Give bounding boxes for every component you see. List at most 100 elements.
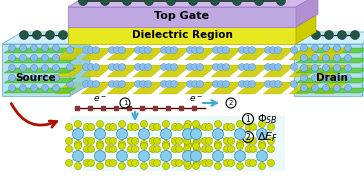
Circle shape xyxy=(20,54,27,61)
Circle shape xyxy=(96,143,103,149)
Circle shape xyxy=(83,160,91,167)
Circle shape xyxy=(119,143,126,149)
Circle shape xyxy=(87,138,95,145)
Circle shape xyxy=(20,64,27,71)
Circle shape xyxy=(66,123,72,130)
Circle shape xyxy=(245,160,253,167)
Circle shape xyxy=(154,146,161,153)
Bar xyxy=(70,116,285,171)
Circle shape xyxy=(202,123,209,130)
Circle shape xyxy=(344,84,352,91)
Circle shape xyxy=(41,44,48,51)
Circle shape xyxy=(222,81,229,88)
Circle shape xyxy=(202,160,209,167)
Circle shape xyxy=(145,46,151,53)
Text: 2: 2 xyxy=(229,100,233,106)
Polygon shape xyxy=(296,15,316,44)
Circle shape xyxy=(258,121,265,128)
Circle shape xyxy=(108,46,115,53)
Circle shape xyxy=(41,84,48,91)
Circle shape xyxy=(202,146,209,153)
Circle shape xyxy=(92,64,99,70)
Circle shape xyxy=(269,64,277,70)
Circle shape xyxy=(214,121,222,128)
Circle shape xyxy=(75,163,82,170)
Circle shape xyxy=(141,143,147,149)
Circle shape xyxy=(52,84,59,91)
Circle shape xyxy=(162,121,170,128)
Polygon shape xyxy=(296,88,364,93)
Circle shape xyxy=(66,146,72,153)
Circle shape xyxy=(110,123,116,130)
Polygon shape xyxy=(315,82,347,94)
Circle shape xyxy=(87,46,95,53)
Circle shape xyxy=(162,143,170,149)
Polygon shape xyxy=(2,44,70,96)
Circle shape xyxy=(249,123,257,130)
Circle shape xyxy=(170,81,178,88)
Circle shape xyxy=(72,129,83,139)
Circle shape xyxy=(135,64,142,70)
Circle shape xyxy=(87,123,95,130)
Circle shape xyxy=(127,160,135,167)
Text: 1: 1 xyxy=(246,115,250,123)
Circle shape xyxy=(185,140,191,147)
Circle shape xyxy=(67,64,74,70)
Circle shape xyxy=(312,84,318,91)
Circle shape xyxy=(182,150,194,161)
Text: Top Gate: Top Gate xyxy=(154,11,210,21)
Circle shape xyxy=(323,54,329,61)
Polygon shape xyxy=(4,78,76,83)
Polygon shape xyxy=(263,82,295,94)
Polygon shape xyxy=(70,32,90,96)
Polygon shape xyxy=(4,88,76,93)
Circle shape xyxy=(110,146,116,153)
Polygon shape xyxy=(263,48,295,60)
Circle shape xyxy=(323,74,329,81)
Circle shape xyxy=(106,123,112,130)
Polygon shape xyxy=(107,48,139,60)
Circle shape xyxy=(312,44,318,51)
Circle shape xyxy=(190,150,202,161)
Circle shape xyxy=(191,81,198,88)
Circle shape xyxy=(351,30,360,40)
Circle shape xyxy=(186,81,194,88)
Circle shape xyxy=(185,121,191,128)
Circle shape xyxy=(228,160,234,167)
Circle shape xyxy=(52,64,59,71)
Circle shape xyxy=(75,140,82,147)
Circle shape xyxy=(333,74,340,81)
Circle shape xyxy=(123,0,131,5)
Polygon shape xyxy=(296,0,318,27)
Circle shape xyxy=(249,138,257,145)
Circle shape xyxy=(268,138,274,145)
Circle shape xyxy=(150,123,157,130)
Circle shape xyxy=(257,150,268,161)
Circle shape xyxy=(183,138,190,145)
Circle shape xyxy=(265,46,272,53)
Circle shape xyxy=(301,64,308,71)
Circle shape xyxy=(312,54,318,61)
Circle shape xyxy=(95,129,106,139)
Circle shape xyxy=(92,46,99,53)
Circle shape xyxy=(233,0,241,5)
Circle shape xyxy=(301,44,308,51)
Circle shape xyxy=(244,46,250,53)
Circle shape xyxy=(197,81,203,88)
Circle shape xyxy=(83,146,91,153)
Circle shape xyxy=(41,54,48,61)
Circle shape xyxy=(245,123,253,130)
Circle shape xyxy=(238,81,245,88)
Circle shape xyxy=(87,160,95,167)
Circle shape xyxy=(223,138,230,145)
Circle shape xyxy=(8,74,16,81)
Circle shape xyxy=(274,64,281,70)
Circle shape xyxy=(166,0,175,5)
Circle shape xyxy=(244,64,250,70)
Circle shape xyxy=(312,30,320,40)
Circle shape xyxy=(127,146,135,153)
Polygon shape xyxy=(4,58,76,63)
Text: $\Phi_{SB}$: $\Phi_{SB}$ xyxy=(257,112,278,126)
Circle shape xyxy=(114,64,120,70)
Circle shape xyxy=(170,46,178,53)
